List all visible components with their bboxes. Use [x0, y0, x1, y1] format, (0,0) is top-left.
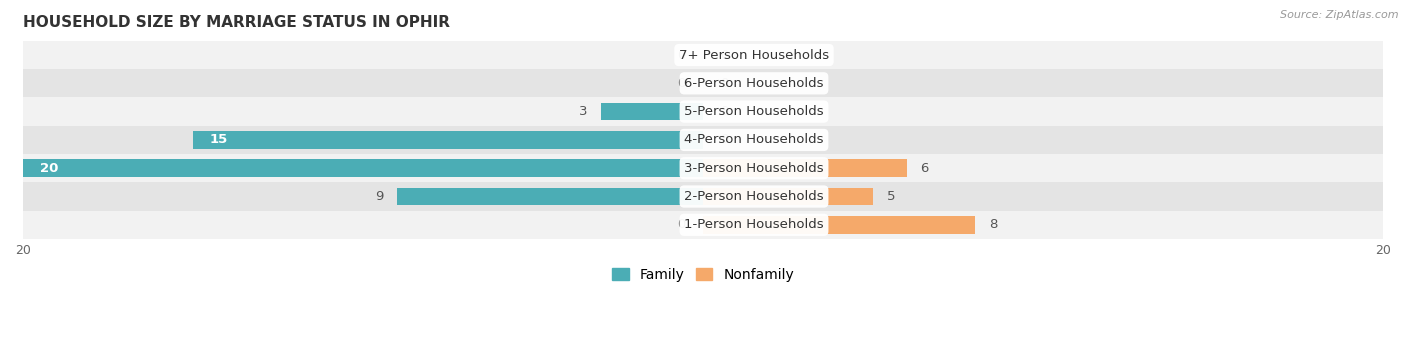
Text: 2-Person Households: 2-Person Households: [685, 190, 824, 203]
Text: 0: 0: [720, 48, 728, 61]
Text: 1-Person Households: 1-Person Households: [685, 218, 824, 231]
Bar: [22, 154, 1384, 182]
Bar: [22, 160, 703, 177]
Text: 5-Person Households: 5-Person Households: [685, 105, 824, 118]
Text: 0: 0: [720, 105, 728, 118]
Text: 3: 3: [579, 105, 588, 118]
Bar: [600, 103, 703, 120]
Text: 20: 20: [39, 162, 58, 175]
Text: 0: 0: [720, 77, 728, 90]
Bar: [22, 41, 1384, 69]
Text: 6: 6: [921, 162, 929, 175]
Text: 0: 0: [720, 133, 728, 146]
Text: 9: 9: [375, 190, 384, 203]
Text: 3-Person Households: 3-Person Households: [685, 162, 824, 175]
Text: Source: ZipAtlas.com: Source: ZipAtlas.com: [1281, 10, 1399, 20]
Text: 7+ Person Households: 7+ Person Households: [679, 48, 830, 61]
Text: HOUSEHOLD SIZE BY MARRIAGE STATUS IN OPHIR: HOUSEHOLD SIZE BY MARRIAGE STATUS IN OPH…: [22, 15, 450, 30]
Bar: [22, 211, 1384, 239]
Bar: [22, 126, 1384, 154]
Text: 0: 0: [678, 48, 686, 61]
Text: 6-Person Households: 6-Person Households: [685, 77, 824, 90]
Text: 15: 15: [209, 133, 228, 146]
Text: 4-Person Households: 4-Person Households: [685, 133, 824, 146]
Bar: [22, 98, 1384, 126]
Text: 0: 0: [678, 218, 686, 231]
Bar: [396, 188, 703, 205]
Bar: [193, 131, 703, 149]
Legend: Family, Nonfamily: Family, Nonfamily: [606, 262, 800, 287]
Bar: [22, 182, 1384, 211]
Text: 0: 0: [678, 77, 686, 90]
Bar: [703, 188, 873, 205]
Bar: [22, 69, 1384, 98]
Text: 8: 8: [988, 218, 997, 231]
Bar: [703, 160, 907, 177]
Bar: [703, 216, 974, 234]
Text: 5: 5: [887, 190, 896, 203]
